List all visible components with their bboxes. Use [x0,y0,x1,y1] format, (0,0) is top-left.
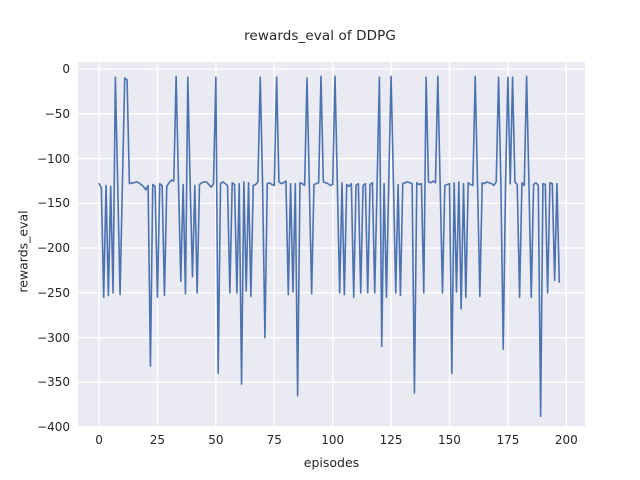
y-axis-label: rewards_eval [15,210,31,293]
y-tick-label: −100 [37,151,70,166]
y-tick-label: 0 [62,62,70,77]
x-tick-label: 100 [321,433,345,447]
y-tick-label: −300 [37,330,70,345]
x-axis-label: episodes [303,455,360,470]
y-tick-label: −350 [37,375,70,390]
plot-area [78,62,585,427]
chart-title: rewards_eval of DDPG [244,28,396,44]
y-tick-label: −50 [44,106,70,121]
x-tick-label: 0 [95,433,103,447]
y-tick-label: −400 [37,420,70,434]
x-tick-label: 150 [438,433,461,447]
x-tick-label: 25 [149,433,166,447]
data-line-rewards-eval [98,75,561,418]
x-tick-label: 175 [496,433,520,447]
x-tick-label: 200 [554,433,578,447]
x-tick-label: 75 [266,433,282,447]
x-tick-label: 50 [208,433,224,447]
x-tick-label: 125 [379,433,403,447]
